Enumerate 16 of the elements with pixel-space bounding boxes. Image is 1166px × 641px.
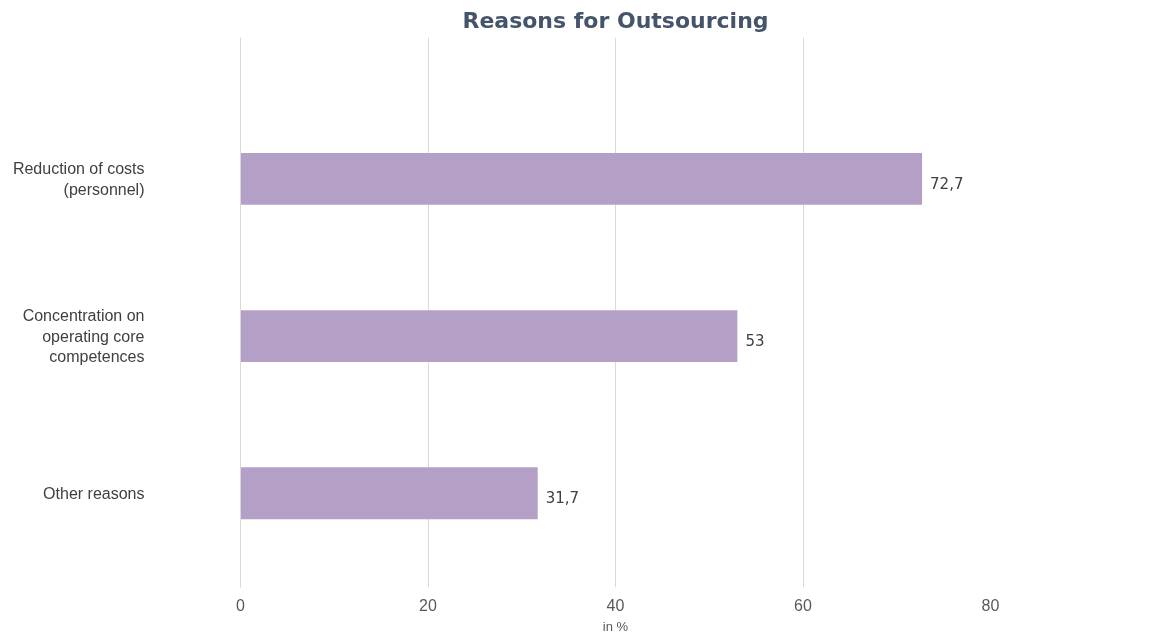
y-tick-label: Reduction of costs (personnel) [12, 160, 145, 198]
y-tick-label: Other reasons [43, 484, 145, 502]
data-label: 72,7 [930, 174, 964, 193]
x-tick-label: 40 [606, 596, 625, 614]
bar [240, 310, 738, 362]
x-tick-label: 60 [794, 596, 812, 614]
data-label: 31,7 [545, 489, 580, 508]
y-tick-label: Concentration on operating core competences [22, 307, 145, 365]
x-tick-label: 20 [419, 596, 437, 614]
x-tick-label: 80 [981, 596, 1000, 614]
bar [240, 153, 923, 205]
x-axis-title: in % [602, 618, 629, 634]
bar [240, 467, 538, 520]
data-label: 53 [745, 332, 765, 351]
chart-title: Reasons for Outsourcing [462, 7, 769, 33]
x-tick-label: 0 [236, 596, 246, 614]
